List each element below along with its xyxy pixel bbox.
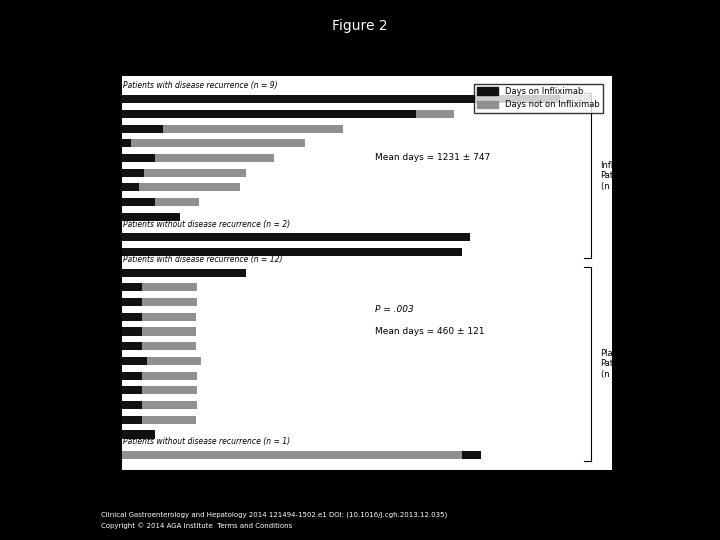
Bar [122, 372, 142, 380]
Text: Mean days = 1231 ± 747: Mean days = 1231 ± 747 [375, 153, 490, 163]
Bar [122, 154, 155, 162]
Bar [122, 284, 142, 292]
Bar [122, 139, 130, 147]
Bar [122, 269, 246, 276]
Bar [163, 125, 343, 133]
Bar [559, 95, 591, 103]
Bar [122, 184, 139, 192]
Bar [122, 357, 147, 365]
Text: Placebo
Patients
(n = 13): Placebo Patients (n = 13) [600, 349, 635, 379]
Bar [142, 416, 196, 424]
Bar [139, 184, 240, 192]
Text: Figure 2: Figure 2 [332, 19, 388, 33]
Text: Patients with disease recurrence (n = 12): Patients with disease recurrence (n = 12… [122, 255, 282, 264]
Bar [416, 110, 454, 118]
Bar [122, 248, 462, 256]
Legend: Days on Infliximab, Days not on Infliximab: Days on Infliximab, Days not on Inflixim… [474, 84, 603, 112]
Bar [122, 416, 142, 424]
Bar [122, 342, 142, 350]
Bar [122, 125, 163, 133]
Text: Clinical Gastroenterology and Hepatology 2014 121494-1502.e1 DOI: (10.1016/j.cgh: Clinical Gastroenterology and Hepatology… [101, 512, 447, 518]
Bar [122, 386, 142, 394]
Bar [142, 386, 197, 394]
Bar [122, 110, 416, 118]
Text: Patients with disease recurrence (n = 9): Patients with disease recurrence (n = 9) [122, 82, 277, 90]
Bar [142, 342, 196, 350]
Bar [142, 313, 196, 321]
Bar [155, 198, 199, 206]
Text: P = .003: P = .003 [375, 305, 414, 314]
Bar [122, 327, 142, 335]
Bar [130, 139, 305, 147]
Bar [147, 357, 201, 365]
Bar [142, 298, 197, 306]
Bar [122, 95, 559, 103]
Bar [122, 233, 470, 241]
Bar [122, 313, 142, 321]
Text: Infliximab
Patients
(n = 11): Infliximab Patients (n = 11) [600, 161, 642, 191]
Bar [122, 198, 155, 206]
Text: Copyright © 2014 AGA Institute  Terms and Conditions: Copyright © 2014 AGA Institute Terms and… [101, 523, 292, 529]
Bar [142, 327, 196, 335]
Title: Time to endoscopic recurrence; initial assignment to infliximab or placebo: Time to endoscopic recurrence; initial a… [135, 59, 600, 69]
Bar [462, 451, 482, 459]
Bar [142, 284, 197, 292]
Bar [155, 154, 274, 162]
Text: Patients without disease recurrence (n = 1): Patients without disease recurrence (n =… [122, 437, 290, 446]
Bar [142, 372, 197, 380]
Bar [122, 430, 155, 438]
Bar [143, 168, 246, 177]
Bar [122, 168, 143, 177]
Bar [122, 213, 179, 221]
X-axis label: Days since study entry: Days since study entry [296, 495, 438, 505]
Text: Mean days = 460 ± 121: Mean days = 460 ± 121 [375, 327, 485, 336]
Text: Patients without disease recurrence (n = 2): Patients without disease recurrence (n =… [122, 220, 290, 228]
Bar [142, 401, 197, 409]
Bar [122, 451, 462, 459]
Bar [122, 298, 142, 306]
Bar [122, 401, 142, 409]
